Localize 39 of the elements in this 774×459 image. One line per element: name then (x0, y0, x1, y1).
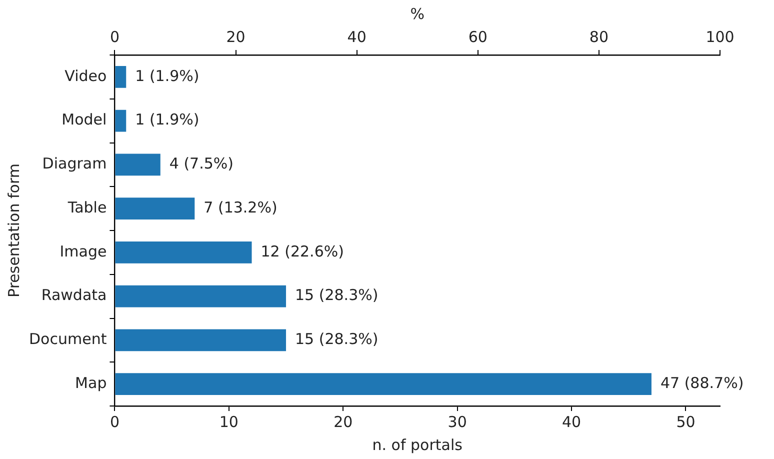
bar (115, 285, 286, 308)
x2-tick-label: 60 (468, 28, 488, 46)
data-label: 1 (1.9%) (135, 66, 200, 85)
y-axis-title: Presentation form (4, 164, 23, 298)
data-label: 4 (7.5%) (169, 154, 234, 173)
x-tick-label: 0 (110, 412, 120, 431)
x-tick-label: 10 (219, 412, 238, 431)
y-tick-label: Map (75, 374, 107, 392)
bar (115, 241, 252, 264)
y-tick-label: Document (28, 330, 107, 348)
y-tick-label: Model (62, 110, 107, 129)
x2-tick-label: 40 (347, 28, 366, 46)
y-tick-label: Table (66, 198, 107, 216)
x-tick-label: 40 (562, 412, 582, 431)
bar (115, 198, 195, 220)
data-label: 15 (28.3%) (295, 330, 378, 348)
x-axis-title: n. of portals (372, 436, 463, 454)
x-tick-label: 50 (676, 412, 696, 431)
x-tick-label: 20 (334, 412, 353, 431)
y-tick-label: Diagram (42, 154, 107, 173)
x2-tick-label: 100 (706, 28, 734, 46)
data-label: 15 (28.3%) (295, 286, 378, 304)
bar (115, 329, 286, 352)
data-label: 47 (88.7%) (660, 374, 744, 392)
y-tick-label: Image (60, 242, 107, 260)
bar (115, 66, 126, 88)
bar (115, 373, 652, 396)
data-label: 12 (22.6%) (260, 242, 344, 260)
x-tick-label: 30 (448, 412, 467, 431)
x2-tick-label: 80 (589, 28, 608, 46)
y-tick-label: Rawdata (41, 286, 107, 304)
bar (115, 110, 126, 132)
y-tick-label: Video (64, 66, 107, 85)
x2-axis-title: % (410, 4, 424, 23)
bar (115, 154, 160, 176)
x2-tick-label: 0 (110, 28, 120, 46)
data-label: 1 (1.9%) (135, 110, 200, 129)
data-label: 7 (13.2%) (204, 198, 278, 216)
x2-tick-label: 20 (226, 28, 246, 46)
